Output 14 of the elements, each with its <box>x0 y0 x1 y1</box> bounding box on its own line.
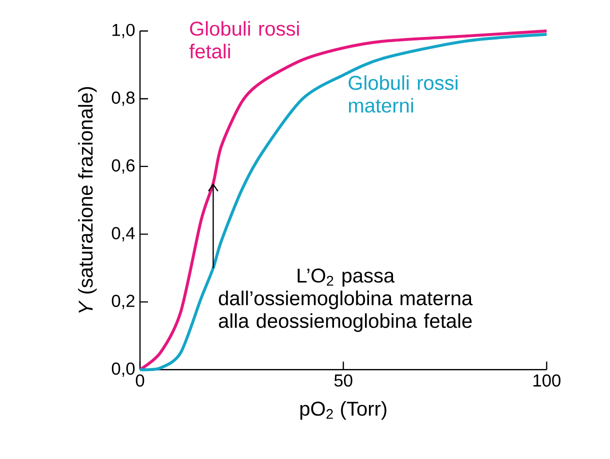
y-tick-label: 0,0 <box>112 362 135 377</box>
y-tick-label: 1,0 <box>112 24 135 38</box>
series-label: Globuli rossi materni <box>348 75 458 113</box>
annotation: L’O$_{2}$ passa dall’ossiemoglobina materna alla deossiemoglobina fetale <box>218 268 473 332</box>
x-tick-label: 50 <box>334 374 352 387</box>
x-tick-label: 0 <box>136 374 144 387</box>
x-tick-label: 100 <box>534 374 560 387</box>
y-axis-title: Y (saturazione frazionale) <box>78 87 97 313</box>
series-label: Globuli rossi fetali <box>189 21 299 58</box>
y-tick-label: 0,2 <box>112 294 134 310</box>
y-tick-label: 0,4 <box>112 227 135 242</box>
y-tick-label: 0,8 <box>112 92 135 106</box>
y-tick-label: 0,6 <box>112 159 135 174</box>
x-axis-title: pO$_{2}$ (Torr) <box>300 401 386 420</box>
